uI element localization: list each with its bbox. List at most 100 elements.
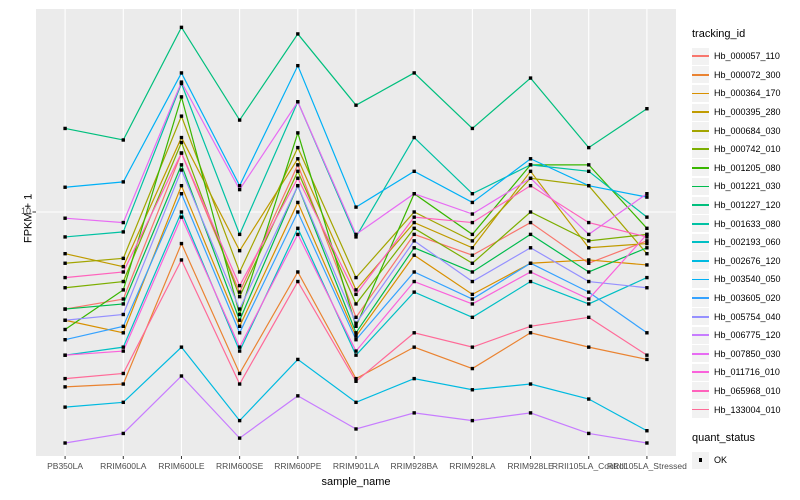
data-point-marker: [412, 71, 416, 75]
data-point-marker: [412, 135, 416, 140]
data-point-marker: [645, 241, 649, 246]
legend-item-label: Hb_005754_040: [714, 311, 781, 322]
data-point-marker: [354, 331, 358, 335]
legend-title-quant-status: quant_status: [692, 431, 755, 444]
legend-item-Hb_133004_010: Hb_133004_010: [692, 400, 798, 419]
data-point-marker: [237, 118, 242, 122]
legend-line-swatch: [692, 270, 709, 288]
data-point-marker: [179, 80, 184, 84]
ok-square-icon: [692, 451, 709, 469]
data-point-marker: [354, 324, 358, 329]
data-point-marker: [587, 169, 591, 174]
data-point-marker: [121, 220, 125, 225]
legend-line-swatch: [692, 177, 709, 195]
data-point-marker: [179, 71, 184, 75]
data-point-marker: [354, 292, 358, 297]
legend-line-swatch: [692, 122, 709, 140]
data-point-marker: [296, 394, 300, 398]
legend-item-label: Hb_001227_120: [714, 200, 781, 211]
legend-item-label: OK: [714, 455, 728, 466]
legend-item-Hb_065968_010: Hb_065968_010: [692, 382, 798, 401]
data-point-marker: [587, 297, 591, 301]
data-point-marker: [296, 232, 300, 237]
x-tick-label-RRIM901LA: RRIM901LA: [332, 461, 380, 471]
data-point-marker: [296, 200, 300, 205]
data-point-marker: [412, 232, 416, 237]
data-point-marker: [179, 183, 184, 188]
x-tick-label-RRIM600LA: RRIM600LA: [100, 461, 147, 471]
data-point-marker: [470, 388, 475, 392]
data-point-marker: [121, 230, 125, 234]
x-axis-tick-labels: PB350LA RRIM600LA RRIM600LE RRIM600SE RRIM60…: [0, 461, 800, 473]
data-point-marker: [354, 315, 358, 320]
data-point-marker: [63, 327, 67, 332]
legend-line-swatch: [692, 84, 709, 102]
legend-item-label: Hb_001221_030: [714, 181, 781, 192]
data-point-marker: [528, 210, 533, 214]
data-point-marker: [645, 192, 649, 196]
data-point-marker: [587, 183, 591, 188]
data-point-marker: [645, 441, 649, 445]
x-tick-label-RRII105LA_Stressed: RRII105LA_Stressed: [606, 461, 687, 471]
data-point-marker: [528, 163, 533, 167]
data-point-marker: [237, 418, 242, 423]
legend-line-swatch: [692, 103, 709, 121]
data-point-marker: [587, 302, 591, 306]
legend-item-label: Hb_000057_110: [714, 51, 780, 62]
data-point-marker: [296, 32, 300, 36]
data-point-marker: [121, 371, 125, 376]
data-point-marker: [354, 235, 358, 239]
data-point-marker: [179, 210, 184, 214]
data-point-marker: [587, 232, 591, 237]
data-point-marker: [587, 163, 591, 167]
legend-line-swatch: [692, 196, 709, 214]
legend-item-label: Hb_002676_120: [714, 255, 781, 266]
legend-item-label: Hb_001633_080: [714, 218, 781, 229]
data-point-marker: [587, 397, 591, 401]
data-point-marker: [412, 246, 416, 250]
data-point-marker: [470, 212, 475, 216]
legend-item-label: Hb_003540_050: [714, 274, 781, 285]
data-point-marker: [528, 324, 533, 329]
data-point-marker: [354, 232, 358, 237]
data-point-marker: [179, 135, 184, 140]
legend-item-label: Hb_000395_280: [714, 107, 781, 118]
data-point-marker: [237, 283, 242, 288]
data-point-marker: [237, 331, 242, 335]
data-point-marker: [296, 63, 300, 68]
data-point-marker: [179, 163, 184, 167]
data-point-marker: [528, 279, 533, 284]
data-point-marker: [296, 210, 300, 214]
data-point-marker: [237, 290, 242, 294]
x-tick-label-PB350LA: PB350LA: [47, 461, 84, 471]
data-point-marker: [645, 195, 649, 199]
data-point-marker: [470, 270, 475, 274]
data-point-marker: [645, 232, 649, 237]
data-point-marker: [121, 345, 125, 349]
data-point-marker: [470, 246, 475, 250]
data-point-marker: [470, 126, 475, 131]
data-point-marker: [121, 312, 125, 317]
data-point-marker: [412, 290, 416, 294]
legend-item-Hb_000684_030: Hb_000684_030: [692, 121, 798, 140]
data-point-marker: [237, 436, 242, 440]
data-point-marker: [121, 270, 125, 274]
legend-item-Hb_006775_120: Hb_006775_120: [692, 326, 798, 345]
data-point-marker: [121, 349, 125, 353]
data-point-marker: [587, 258, 591, 262]
data-point-marker: [179, 241, 184, 246]
data-point-marker: [354, 205, 358, 209]
data-point-marker: [63, 216, 67, 220]
data-point-marker: [528, 246, 533, 250]
data-point-marker: [63, 353, 67, 357]
data-point-marker: [121, 279, 125, 284]
legend-title-tracking-id: tracking_id: [692, 28, 746, 40]
legend-item-Hb_000072_300: Hb_000072_300: [692, 66, 798, 85]
data-point-marker: [412, 169, 416, 174]
data-point-marker: [296, 226, 300, 231]
x-tick-label-RRIM928LE: RRIM928LE: [507, 461, 554, 471]
legend-item-label: Hb_002193_060: [714, 237, 781, 248]
data-point-marker: [412, 226, 416, 231]
data-point-marker: [179, 95, 184, 99]
